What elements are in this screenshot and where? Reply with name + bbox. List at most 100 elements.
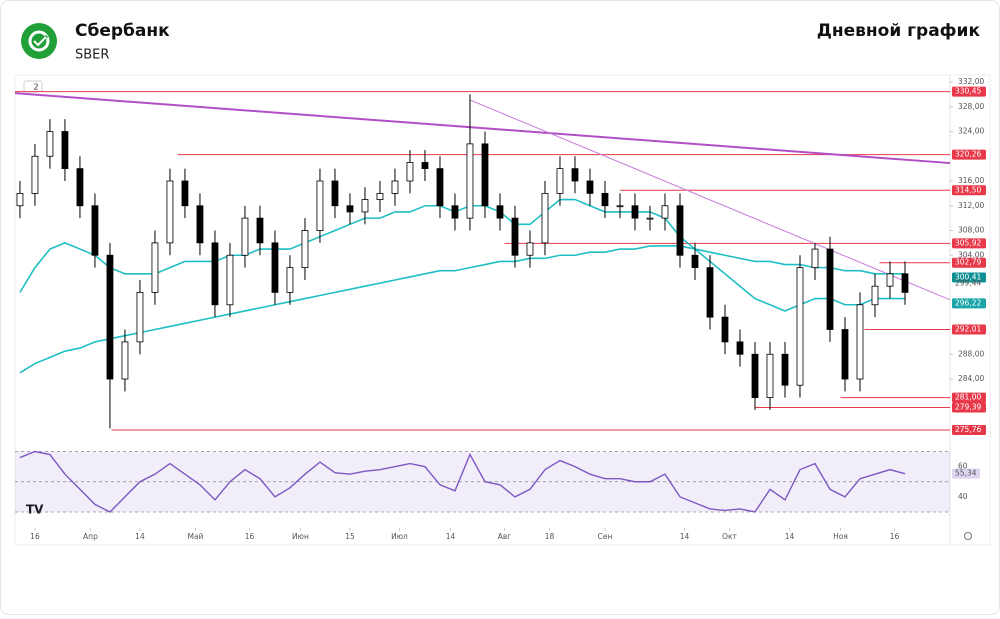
candle-body [436,168,444,207]
candle-body [211,242,219,306]
candle-body [316,180,324,231]
candle-body [736,341,744,355]
x-tick-label: Июл [391,532,408,541]
candle-body [106,254,114,380]
chart-frame [14,74,991,546]
candle-body [901,273,909,293]
level-label: 275,76 [955,425,981,434]
candle-body [406,162,414,182]
candle-body [601,192,609,207]
candle-body [421,162,429,170]
company: Сбербанк [75,21,170,41]
candle-body [376,192,384,200]
level-label: 320,26 [955,150,981,159]
candle-body [361,199,369,213]
candle-body [196,205,204,244]
tv-logo: TV [26,503,44,517]
level-tag [952,86,986,97]
candle-body [136,291,144,343]
candle-body [811,248,819,269]
candle-body [121,341,129,380]
x-tick-label: 14 [785,532,795,541]
price-label: 296,22 [955,298,981,307]
candle-body [46,131,54,157]
candle-body [586,180,594,194]
candle-body [166,180,174,244]
candle-body [781,353,789,386]
candle-body [676,205,684,256]
y-tick-label: 328,00 [958,102,984,111]
candle-body [181,180,189,207]
x-tick-label: 16 [30,532,40,541]
candle-body [91,205,99,256]
level-label: 302,79 [955,258,981,267]
trendline [14,92,951,165]
candle-body [466,143,474,219]
candle-body [16,192,24,207]
candle-body [631,205,639,219]
candle-body [886,273,894,287]
level-tag [952,238,986,249]
candle-body [541,192,549,244]
y-tick-label: 308,00 [958,226,984,235]
level-label: 330,45 [955,87,981,96]
trendline [469,99,951,301]
candle-body [871,285,879,306]
candle-body [61,131,69,170]
candle-body [571,168,579,182]
level-label: 314,50 [955,185,981,194]
y-tick-label: 288,00 [958,349,984,358]
y-tick-label: 332,00 [958,77,984,86]
rsi-last-label: 55,34 [955,469,977,478]
candle-body [706,267,714,318]
level-label: 279,39 [955,403,981,412]
candle-body [766,353,774,398]
settings-icon[interactable] [964,532,972,540]
candle-body [721,316,729,343]
x-tick-label: Окт [722,532,737,541]
y-tick-label: 312,00 [958,201,984,210]
level-tag [952,149,986,160]
candle-body [511,217,519,256]
level-tag [952,402,986,413]
x-tick-label: Июн [292,532,309,541]
x-tick-label: 14 [680,532,690,541]
chart-name: Дневной график [817,21,981,41]
price-label: 300,41 [955,272,981,281]
x-tick-label: 15 [345,532,355,541]
candle-body [76,168,84,207]
y-tick-label: 324,00 [958,127,984,136]
x-tick-label: Апр [83,532,98,541]
level-tag [952,425,986,435]
level-tag [952,324,986,335]
price-tag [952,272,986,283]
level-label: 305,92 [955,238,981,247]
candle-body [856,304,864,380]
rsi-tick-label: 60 [958,462,968,471]
rsi-line [19,450,906,513]
candle-body [241,217,249,256]
candle-body [271,242,279,293]
candle-body [796,267,804,386]
ticker: SBER [75,48,109,63]
y-tick-label: 284,00 [958,374,984,383]
candle-body [301,230,309,269]
interval-badge: 2 [33,83,38,92]
candle-body [556,168,564,194]
candle-body [346,205,354,213]
level-tag [952,185,986,196]
moving-average [19,198,905,312]
level-tag [952,392,986,403]
candle-body [286,267,294,293]
y-tick-label: 316,00 [958,176,984,185]
candle-body [496,205,504,219]
candle-body [661,205,669,219]
candle-body [841,329,849,380]
candle-body [616,205,624,208]
price-tag [952,298,986,309]
x-tick-label: Ноя [833,532,848,541]
level-label: 292,01 [955,324,981,333]
y-tick-label: 304,00 [958,250,984,259]
